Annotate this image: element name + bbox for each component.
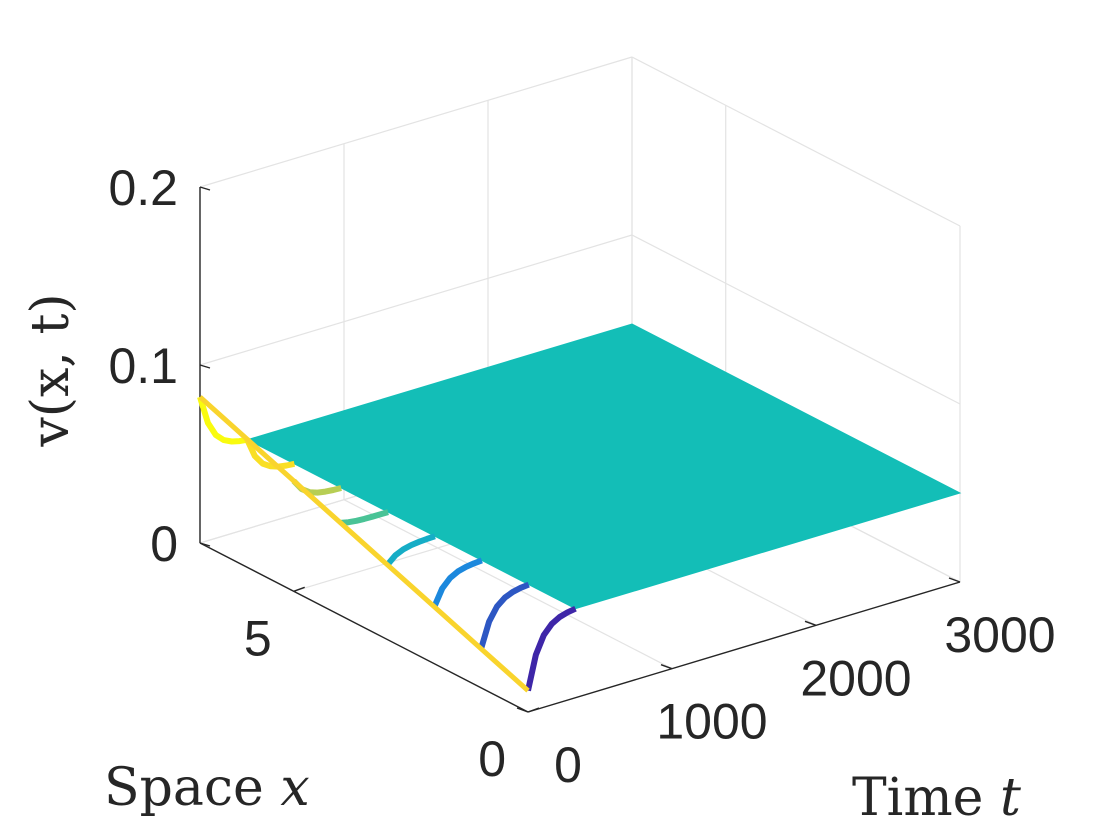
z-tick-mark <box>199 186 211 191</box>
surface <box>197 323 962 693</box>
x-tick-mark <box>804 620 817 626</box>
axes <box>199 186 961 713</box>
z-tick-label: 0.1 <box>108 338 178 394</box>
y-tick-label: 5 <box>244 610 272 666</box>
surface-ribbon-x-7 <box>197 396 249 445</box>
tick-labels: 0 1000 2000 3000 0 5 0 0.1 0.2 <box>108 160 1055 793</box>
surface-ribbon-x-4 <box>340 509 389 526</box>
x-axis-label: Time t <box>852 768 1021 828</box>
y-tick-mark <box>527 707 540 713</box>
x-tick-label: 0 <box>554 737 582 793</box>
grid-line-z-back <box>199 56 633 188</box>
z-tick-label: 0.2 <box>108 160 178 216</box>
grid-line-t-floor <box>343 499 673 670</box>
grid-line-z-back <box>199 234 633 366</box>
surface-ribbon-x-0 <box>525 605 577 692</box>
x-axis-line <box>527 581 961 713</box>
surface-ribbon-x-6 <box>244 437 296 470</box>
x-axis-label-prefix: Time <box>852 768 1000 828</box>
grid-line-z-side <box>631 234 961 405</box>
surface-ribbon-x-1 <box>478 581 530 650</box>
y-axis-label-var: x <box>280 758 309 818</box>
x-tick-mark <box>660 664 673 670</box>
grid-line-z-side <box>631 56 961 227</box>
surface-initial-edge <box>198 395 530 693</box>
x-tick-label: 1000 <box>656 694 767 750</box>
z-tick-mark <box>199 364 211 369</box>
x-tick-label: 2000 <box>800 650 911 706</box>
x-tick-mark <box>948 577 961 583</box>
y-axis-label: Space x <box>104 758 310 818</box>
y-tick-label: 0 <box>478 731 506 787</box>
x-axis-label-var: t <box>1000 768 1021 828</box>
z-axis-label: v(x, t) <box>21 293 81 447</box>
y-axis-line <box>199 542 529 713</box>
y-axis-label-prefix: Space <box>104 758 280 818</box>
z-tick-mark <box>199 542 211 547</box>
y-tick-mark <box>293 586 305 592</box>
x-tick-label: 3000 <box>944 607 1055 663</box>
surface-ribbon-x-2 <box>431 557 483 608</box>
z-tick-label: 0 <box>150 516 178 572</box>
x-tick-mark <box>516 707 529 713</box>
surface-steady-plane <box>246 323 962 610</box>
surface-ribbon-x-3 <box>385 533 436 567</box>
